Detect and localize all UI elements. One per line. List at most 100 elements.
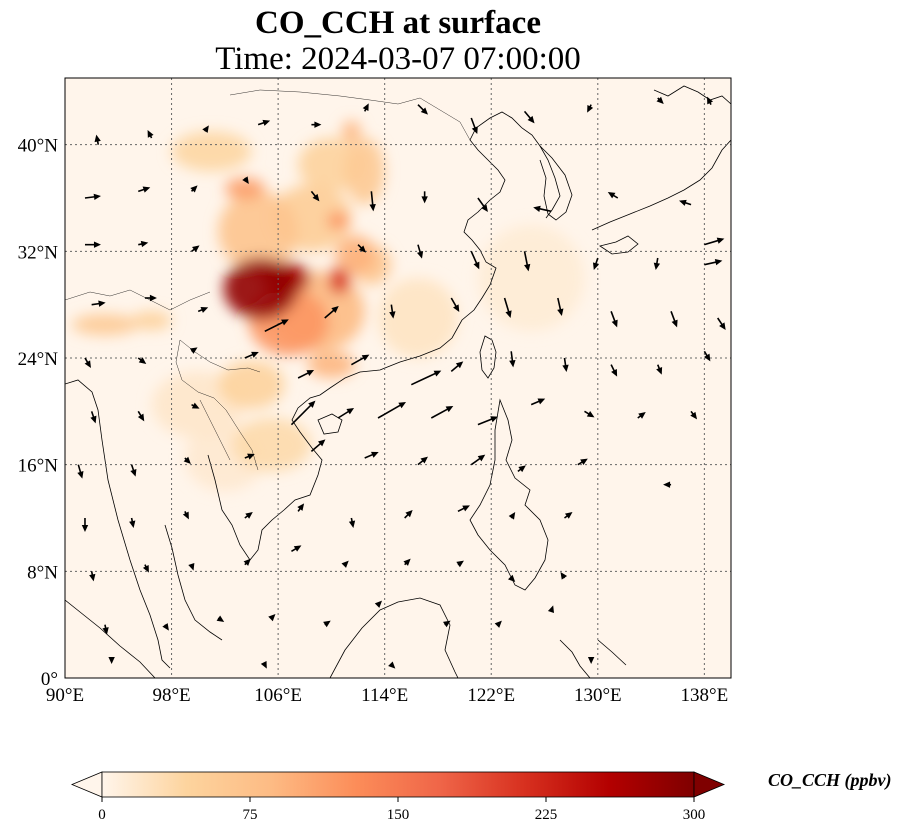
wind-arrow [138, 186, 151, 193]
wind-arrow [577, 458, 588, 466]
wind-arrow [191, 245, 200, 253]
wind-arrow [477, 197, 488, 212]
wind-arrow [310, 439, 326, 452]
wind-arrow [357, 244, 367, 253]
wind-arrow [494, 620, 502, 628]
wind-arrow [297, 503, 305, 512]
longitude-tick-label: 130°E [574, 685, 622, 706]
coastlines [65, 85, 731, 678]
wind-arrow [607, 192, 619, 199]
wind-arrow [456, 560, 464, 568]
wind-arrow [137, 410, 145, 422]
country-borders [65, 89, 471, 471]
co-plume [344, 138, 385, 205]
wind-arrow [290, 400, 316, 426]
wind-arrow [297, 370, 315, 379]
longitude-tick-label: 98°E [152, 685, 190, 706]
longitude-tick-label: 90°E [46, 685, 84, 706]
sumatra-island [65, 599, 156, 678]
wind-arrow [610, 311, 618, 328]
co-plume [131, 311, 172, 330]
colorbar-tick-label: 0 [98, 807, 106, 823]
colorbar-tick-label: 75 [243, 807, 258, 823]
wind-arrow [91, 300, 106, 307]
wind-arrow [341, 560, 349, 568]
wind-arrow [457, 505, 470, 513]
wind-arrow [377, 402, 407, 419]
co-plume [218, 360, 285, 409]
wind-arrow [523, 110, 535, 124]
wind-arrow [557, 297, 564, 316]
wind-arrow [388, 661, 396, 669]
longitude-tick-label: 114°E [361, 685, 408, 706]
wind-arrow [244, 351, 259, 359]
korean-peninsula [539, 145, 573, 221]
co-plume [218, 191, 299, 272]
wind-arrow [704, 259, 723, 266]
wind-arrow [242, 176, 249, 184]
wind-arrow [656, 364, 663, 375]
co-plume [171, 131, 252, 172]
wind-arrow [564, 512, 573, 519]
border-lines [65, 89, 471, 471]
wind-arrow [508, 574, 516, 582]
wind-arrow [679, 199, 692, 206]
wind-arrow [243, 558, 251, 566]
wind-arrow [108, 657, 115, 664]
latitude-tick-label: 0° [41, 669, 58, 690]
co-plume [223, 258, 299, 320]
wind-arrow [690, 410, 698, 420]
wind-arrow [182, 510, 189, 520]
wind-arrow [470, 454, 486, 466]
latitude-tick-label: 8°N [27, 562, 58, 583]
wind-arrow [562, 357, 569, 372]
borneo-island [329, 597, 459, 678]
wind-arrow [84, 241, 101, 248]
wind-arrow [587, 657, 595, 664]
philippines-islands [469, 398, 549, 591]
wind-arrow [364, 451, 379, 459]
wind-arrow [470, 117, 478, 134]
wind-arrow [477, 416, 498, 426]
colorbar-ticks: 0 75 150 225 300 [98, 797, 705, 823]
wind-arrow [703, 350, 711, 362]
wind-arrow [503, 297, 512, 318]
colorbar-label: CO_CCH (ppbv) [768, 770, 892, 790]
map-gridlines [65, 78, 731, 678]
wind-arrow [417, 104, 428, 115]
wind-arrow [584, 410, 595, 418]
wind-arrow [138, 240, 149, 248]
map-timestamp: Time: 2024-03-07 07:00:00 [215, 41, 581, 77]
wind-arrow [84, 193, 101, 201]
co-plume [224, 178, 265, 200]
wind-arrow [450, 361, 464, 372]
wind-arrow [244, 512, 253, 519]
latitude-ticks: 0° 8°N 16°N 24°N 32°N 40°N [18, 136, 59, 690]
wind-arrow [197, 306, 209, 313]
colorbar-tick-label: 150 [387, 807, 410, 823]
wind-arrow [202, 125, 209, 133]
wind-arrow [81, 518, 89, 532]
map-title: CO_CCH at surface [255, 5, 541, 41]
wind-arrow [216, 615, 225, 622]
wind-arrow [291, 545, 302, 553]
wind-arrow [162, 623, 169, 631]
wind-arrow [653, 257, 661, 270]
wind-arrow [183, 456, 191, 464]
wind-arrow [257, 119, 271, 126]
wind-arrow [421, 191, 428, 204]
wind-arrow [369, 191, 376, 212]
colorbar-extend-low [70, 771, 103, 798]
colorbar-bar [101, 771, 695, 798]
wind-arrow [137, 357, 147, 364]
sulawesi-island [559, 639, 627, 678]
wind-arrow [517, 465, 526, 473]
wind-arrow [403, 558, 411, 566]
wind-arrow [350, 354, 370, 366]
wind-arrow [129, 517, 136, 528]
wind-arrow [389, 304, 396, 319]
wind-arrow [430, 406, 454, 419]
co-plume [307, 351, 356, 378]
wind-arrow [190, 185, 198, 193]
wind-arrow [189, 347, 198, 354]
